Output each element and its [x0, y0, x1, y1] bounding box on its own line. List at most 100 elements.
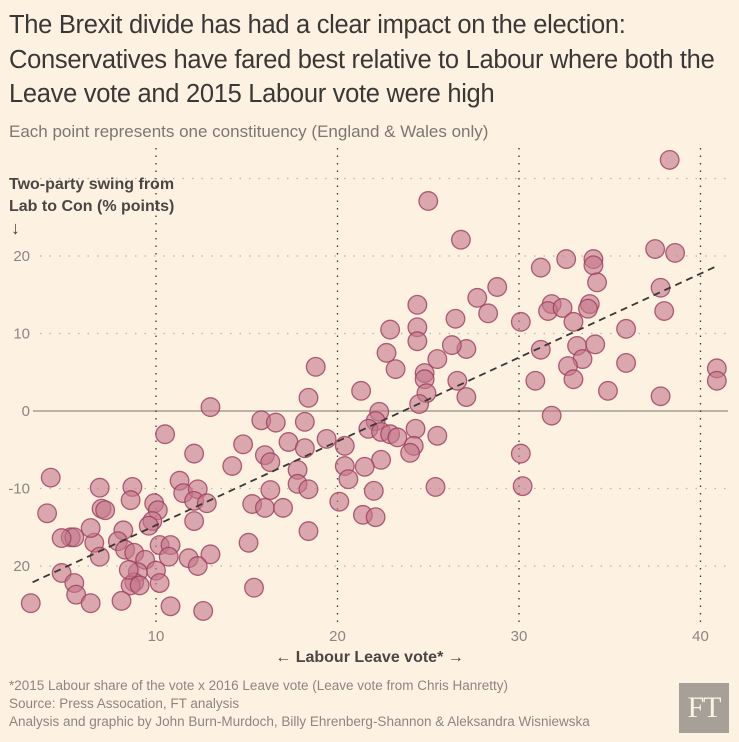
data-point	[196, 493, 217, 514]
data-point	[456, 387, 477, 408]
tick-layer: 20 10 0 -10 20 10 20 30 40	[8, 248, 709, 645]
data-point	[541, 405, 562, 426]
data-point	[200, 544, 221, 565]
data-point	[425, 477, 446, 497]
data-point	[184, 511, 205, 532]
data-point	[363, 480, 384, 501]
data-point	[298, 521, 319, 542]
data-point	[155, 424, 176, 445]
x-tick-label: 40	[692, 628, 709, 645]
trend-line	[32, 265, 718, 584]
data-point	[354, 456, 375, 477]
data-point	[294, 411, 315, 432]
data-point	[80, 593, 101, 614]
data-point	[665, 242, 686, 263]
data-point	[89, 546, 110, 567]
data-point	[563, 369, 584, 390]
trend-layer	[32, 265, 718, 584]
data-point	[587, 272, 607, 293]
data-point	[95, 500, 116, 521]
y-axis-label-line-1: Two-party swing from	[9, 176, 175, 193]
footnote-definition: *2015 Labour share of the vote x 2016 Le…	[9, 678, 509, 693]
data-point	[51, 528, 72, 549]
data-point	[338, 469, 359, 490]
chart-title: The Brexit divide has had a clear impact…	[9, 11, 715, 108]
data-point	[260, 480, 281, 501]
x-tick-label: 20	[329, 628, 346, 645]
data-point	[265, 412, 286, 433]
data-point	[334, 435, 355, 456]
data-point	[556, 249, 577, 270]
data-point	[187, 556, 208, 576]
data-point	[510, 311, 531, 332]
data-point	[37, 503, 58, 524]
y-tick-label: 0	[22, 403, 30, 420]
down-arrow-icon: ↓	[11, 218, 20, 238]
footnote-credit: Analysis and graphic by John Burn-Murdoc…	[9, 714, 590, 729]
data-point	[233, 434, 254, 455]
data-point	[244, 577, 264, 598]
data-point	[487, 277, 508, 297]
data-point	[376, 342, 397, 363]
data-point	[158, 546, 179, 567]
data-point	[405, 418, 426, 439]
data-point	[467, 287, 488, 308]
data-point	[706, 370, 727, 391]
data-point	[385, 359, 406, 380]
data-point	[305, 356, 326, 377]
data-point	[380, 319, 401, 340]
data-point	[659, 149, 680, 170]
data-point	[645, 239, 666, 259]
data-point	[597, 380, 618, 401]
data-point	[160, 596, 181, 617]
data-point	[184, 443, 205, 464]
data-point	[294, 438, 315, 459]
x-tick-label: 30	[511, 628, 528, 645]
data-point	[407, 294, 428, 315]
data-point	[298, 479, 319, 500]
data-point	[427, 349, 448, 370]
data-point	[427, 425, 448, 446]
data-point	[273, 497, 294, 518]
data-point	[193, 601, 214, 621]
data-point	[200, 397, 221, 418]
chart-subtitle: Each point represents one constituency (…	[9, 122, 489, 141]
point-layer	[20, 149, 727, 621]
y-axis-label: Two-party swing from Lab to Con (% point…	[9, 174, 174, 218]
data-point	[120, 490, 141, 511]
data-point	[530, 257, 551, 278]
data-point	[407, 331, 428, 352]
footnote-source: Source: Press Assocation, FT analysis	[9, 696, 240, 711]
data-point	[80, 518, 101, 538]
data-point	[351, 380, 372, 401]
data-point	[118, 559, 139, 580]
data-point	[450, 229, 471, 250]
data-point	[585, 334, 606, 355]
data-point	[512, 476, 533, 497]
data-point	[616, 353, 637, 373]
data-point	[445, 308, 466, 329]
data-point	[222, 456, 243, 476]
ft-logo: FT	[679, 683, 729, 733]
data-point	[400, 442, 421, 463]
data-point	[329, 491, 350, 512]
y-tick-label: 20	[13, 558, 30, 575]
y-axis-label-line-2: Lab to Con (% points)	[9, 198, 175, 215]
data-point	[418, 191, 439, 211]
x-tick-label: 10	[148, 628, 165, 645]
data-point	[552, 297, 573, 318]
data-point	[66, 584, 87, 605]
data-point	[254, 497, 275, 518]
data-point	[650, 386, 671, 407]
data-point	[447, 370, 468, 391]
data-point	[563, 311, 584, 332]
data-point	[510, 443, 531, 464]
data-point	[387, 427, 408, 448]
data-point	[654, 301, 675, 321]
data-point	[616, 318, 637, 339]
data-point	[89, 477, 110, 498]
footnotes: *2015 Labour share of the vote x 2016 Le…	[9, 677, 590, 731]
y-tick-label: -10	[8, 481, 30, 498]
data-point	[149, 573, 170, 594]
